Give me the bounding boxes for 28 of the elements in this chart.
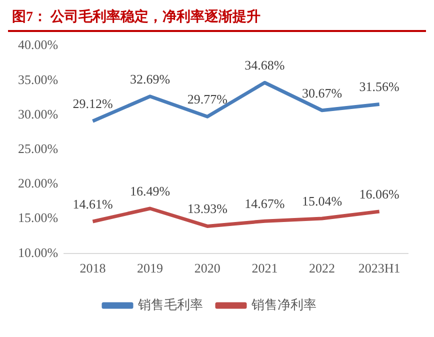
x-tick-label: 2022	[309, 260, 336, 276]
data-label: 14.67%	[244, 196, 285, 212]
x-tick-label: 2020	[194, 260, 220, 276]
data-label: 13.93%	[187, 201, 228, 216]
y-tick-label: 15.00%	[18, 210, 58, 226]
data-label: 15.04%	[302, 193, 342, 208]
data-label: 30.67%	[302, 85, 342, 100]
data-label: 29.77%	[187, 92, 228, 107]
data-label: 31.56%	[359, 79, 400, 94]
x-tick-label: 2023H1	[358, 260, 400, 276]
data-label: 34.68%	[244, 58, 285, 73]
y-tick-label: 40.00%	[18, 37, 58, 52]
data-label: 14.61%	[72, 196, 113, 212]
x-tick-label: 2019	[137, 260, 164, 276]
y-tick-label: 20.00%	[18, 176, 58, 191]
x-tick-label: 2021	[252, 260, 278, 276]
data-label: 32.69%	[130, 71, 170, 86]
legend-label: 销售毛利率	[137, 296, 203, 312]
data-label: 16.06%	[359, 186, 400, 202]
data-label: 29.12%	[72, 96, 113, 112]
y-tick-label: 30.00%	[18, 106, 58, 122]
legend-label: 销售净利率	[250, 296, 316, 312]
data-label: 16.49%	[130, 183, 170, 198]
y-tick-label: 10.00%	[18, 244, 58, 260]
y-tick-label: 25.00%	[18, 141, 58, 156]
x-tick-label: 2018	[80, 260, 106, 276]
y-tick-label: 35.00%	[18, 72, 58, 87]
chart-title: 图7： 公司毛利率稳定，净利率逐渐提升	[8, 8, 426, 32]
